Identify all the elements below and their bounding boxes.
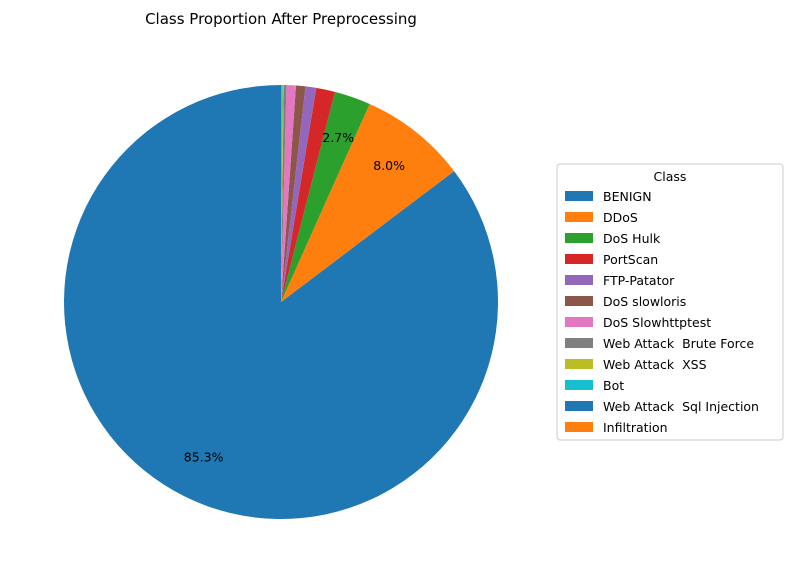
legend-label: Web Attack XSS [603,357,707,372]
legend-label: DDoS [603,210,638,225]
legend-swatch [565,317,593,327]
legend: Class BENIGN DDoS DoS Hulk PortScan FTP-Pata… [556,163,784,441]
chart-title: Class Proportion After Preprocessing [145,10,417,28]
pie-slice-dos-slowloris [281,85,306,302]
pie-slice-portscan [281,87,335,302]
legend-label: FTP-Patator [603,273,675,288]
legend-title: Class [654,169,687,184]
pie-slices [63,85,498,520]
legend-swatch [565,422,593,432]
legend-swatch [565,254,593,264]
legend-label: PortScan [603,252,658,267]
pie-slice-bot [281,85,283,302]
legend-label: BENIGN [603,189,652,204]
legend-swatch [565,233,593,243]
pie-slice-dos-slowhttptest [281,85,296,302]
legend-swatch [565,380,593,390]
pie-percent-label: 2.7% [322,130,354,145]
legend-swatch [565,338,593,348]
legend-label: Infiltration [603,420,668,435]
legend-swatch [565,359,593,369]
pie-slice-web-attack-xss [281,85,284,302]
legend-swatch [565,191,593,201]
legend-label: Bot [603,378,624,393]
legend-box [556,163,784,441]
pie-slice-ddos [281,103,455,302]
legend-items: BENIGN DDoS DoS Hulk PortScan FTP-Patator DoS… [565,189,759,435]
legend-swatch [565,212,593,222]
legend-label: Web Attack Sql Injection [603,399,759,414]
legend-swatch [565,275,593,285]
pie-slice-ftp-patator [281,86,317,302]
legend-swatch [565,401,593,411]
legend-label: DoS Hulk [603,231,661,246]
pie-percent-label: 85.3% [184,449,224,464]
pie-slice-dos-hulk [281,91,370,303]
legend-label: DoS Slowhttptest [603,315,711,330]
legend-swatch [565,296,593,306]
pie-percent-labels: 85.3% 8.0% 2.7% [184,130,405,464]
legend-label: DoS slowloris [603,294,686,309]
legend-label: Web Attack Brute Force [603,336,754,351]
pie-slice-benign [63,85,498,520]
pie-slice-web-attack-brute-force [281,85,287,302]
pie-percent-label: 8.0% [373,158,405,173]
